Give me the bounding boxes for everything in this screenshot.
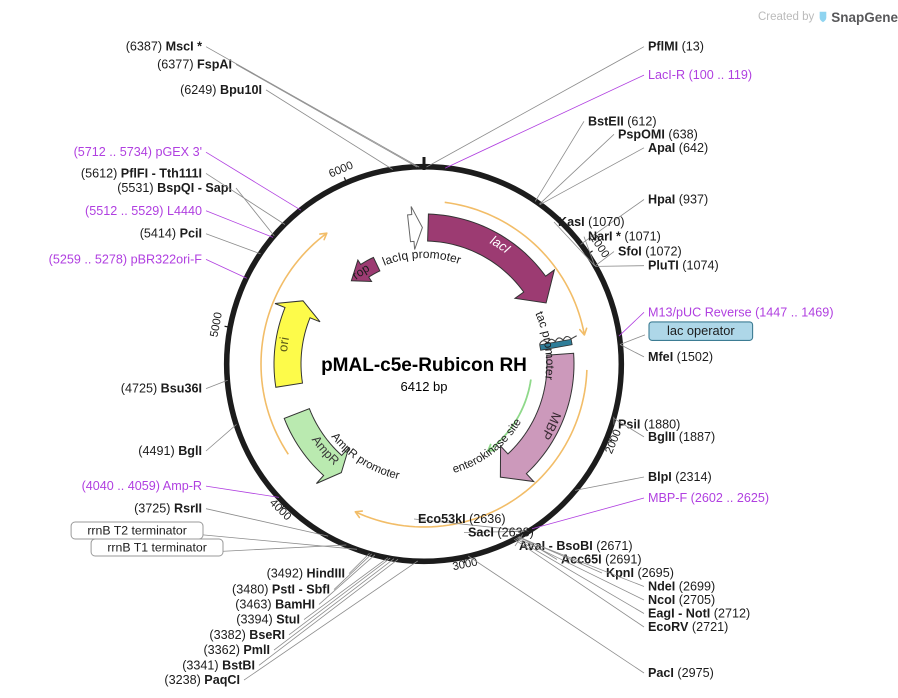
svg-text:PspOMI (638): PspOMI (638) (618, 127, 698, 141)
svg-text:NdeI (2699): NdeI (2699) (648, 580, 715, 594)
svg-text:(4040 .. 4059) Amp-R: (4040 .. 4059) Amp-R (82, 479, 202, 493)
svg-text:KasI (1070): KasI (1070) (558, 215, 625, 229)
svg-text:6000: 6000 (327, 160, 355, 181)
svg-text:ApaI (642): ApaI (642) (648, 141, 708, 155)
svg-text:rrnB T2 terminator: rrnB T2 terminator (87, 524, 187, 538)
svg-text:EcoRV (2721): EcoRV (2721) (648, 620, 728, 634)
svg-text:EagI - NotI (2712): EagI - NotI (2712) (648, 607, 750, 621)
svg-text:(6387) MscI *: (6387) MscI * (126, 40, 202, 54)
svg-text:lacIq promoter: lacIq promoter (380, 247, 463, 269)
svg-text:tac promoter: tac promoter (532, 309, 557, 381)
svg-text:MBP-F (2602 .. 2625): MBP-F (2602 .. 2625) (648, 491, 769, 505)
svg-text:(5512 .. 5529) L4440: (5512 .. 5529) L4440 (85, 204, 202, 218)
svg-text:rrnB T1 terminator: rrnB T1 terminator (107, 541, 207, 555)
svg-text:PluTI (1074): PluTI (1074) (648, 259, 719, 273)
svg-text:PflMI (13): PflMI (13) (648, 40, 704, 54)
svg-text:(3463) BamHI: (3463) BamHI (235, 597, 315, 611)
svg-text:SfoI (1072): SfoI (1072) (618, 245, 682, 259)
svg-text:KpnI (2695): KpnI (2695) (606, 566, 674, 580)
svg-text:(3238) PaqCI: (3238) PaqCI (164, 673, 240, 687)
svg-text:(3394) StuI: (3394) StuI (236, 613, 300, 627)
svg-text:BstEII (612): BstEII (612) (588, 114, 657, 128)
svg-text:6412 bp: 6412 bp (401, 379, 448, 394)
svg-text:(5712 .. 5734) pGEX 3': (5712 .. 5734) pGEX 3' (74, 145, 202, 159)
svg-text:HpaI (937): HpaI (937) (648, 193, 708, 207)
svg-text:(6249) Bpu10I: (6249) Bpu10I (180, 83, 262, 97)
svg-text:AvaI - BsoBI (2671): AvaI - BsoBI (2671) (519, 539, 633, 553)
svg-text:M13/pUC Reverse (1447 .. 146: M13/pUC Reverse (1447 .. 1469) (648, 305, 834, 319)
svg-text:(4725) Bsu36I: (4725) Bsu36I (121, 382, 202, 396)
svg-text:5000: 5000 (208, 311, 224, 338)
svg-text:NcoI (2705): NcoI (2705) (648, 593, 715, 607)
svg-text:4000: 4000 (267, 497, 293, 523)
svg-text:MfeI (1502): MfeI (1502) (648, 350, 713, 364)
svg-text:pMAL-c5e-Rubicon RH: pMAL-c5e-Rubicon RH (321, 355, 527, 376)
svg-text:lac operator: lac operator (667, 323, 735, 338)
svg-text:NarI * (1071): NarI * (1071) (588, 230, 661, 244)
svg-text:PacI (2975): PacI (2975) (648, 666, 714, 680)
svg-text:BglII (1887): BglII (1887) (648, 430, 715, 444)
svg-text:Acc65I (2691): Acc65I (2691) (561, 553, 642, 567)
svg-text:BlpI (2314): BlpI (2314) (648, 470, 712, 484)
svg-text:(3341) BstBI: (3341) BstBI (182, 658, 255, 672)
svg-text:LacI-R (100 .. 119): LacI-R (100 .. 119) (648, 68, 752, 82)
svg-text:(3725) RsrII: (3725) RsrII (134, 502, 202, 516)
svg-text:(5259 .. 5278) pBR322ori-F: (5259 .. 5278) pBR322ori-F (49, 252, 203, 266)
svg-text:(3382) BseRI: (3382) BseRI (209, 628, 285, 642)
svg-text:(5414) PciI: (5414) PciI (140, 227, 202, 241)
svg-text:Eco53kI (2636): Eco53kI (2636) (418, 512, 506, 526)
svg-text:(5531) BspQI - SapI: (5531) BspQI - SapI (117, 181, 232, 195)
svg-text:SacI (2638): SacI (2638) (468, 526, 534, 540)
svg-text:ori: ori (275, 336, 292, 353)
svg-text:(5612) PflFI - Tth111I: (5612) PflFI - Tth111I (81, 166, 202, 180)
svg-text:(3362) PmlI: (3362) PmlI (203, 643, 270, 657)
svg-text:(4491) BglI: (4491) BglI (138, 444, 202, 458)
svg-text:(3492) HindIII: (3492) HindIII (267, 567, 345, 581)
svg-text:(6377) FspAI: (6377) FspAI (157, 57, 232, 71)
svg-text:(3480) PstI - SbfI: (3480) PstI - SbfI (232, 583, 330, 597)
